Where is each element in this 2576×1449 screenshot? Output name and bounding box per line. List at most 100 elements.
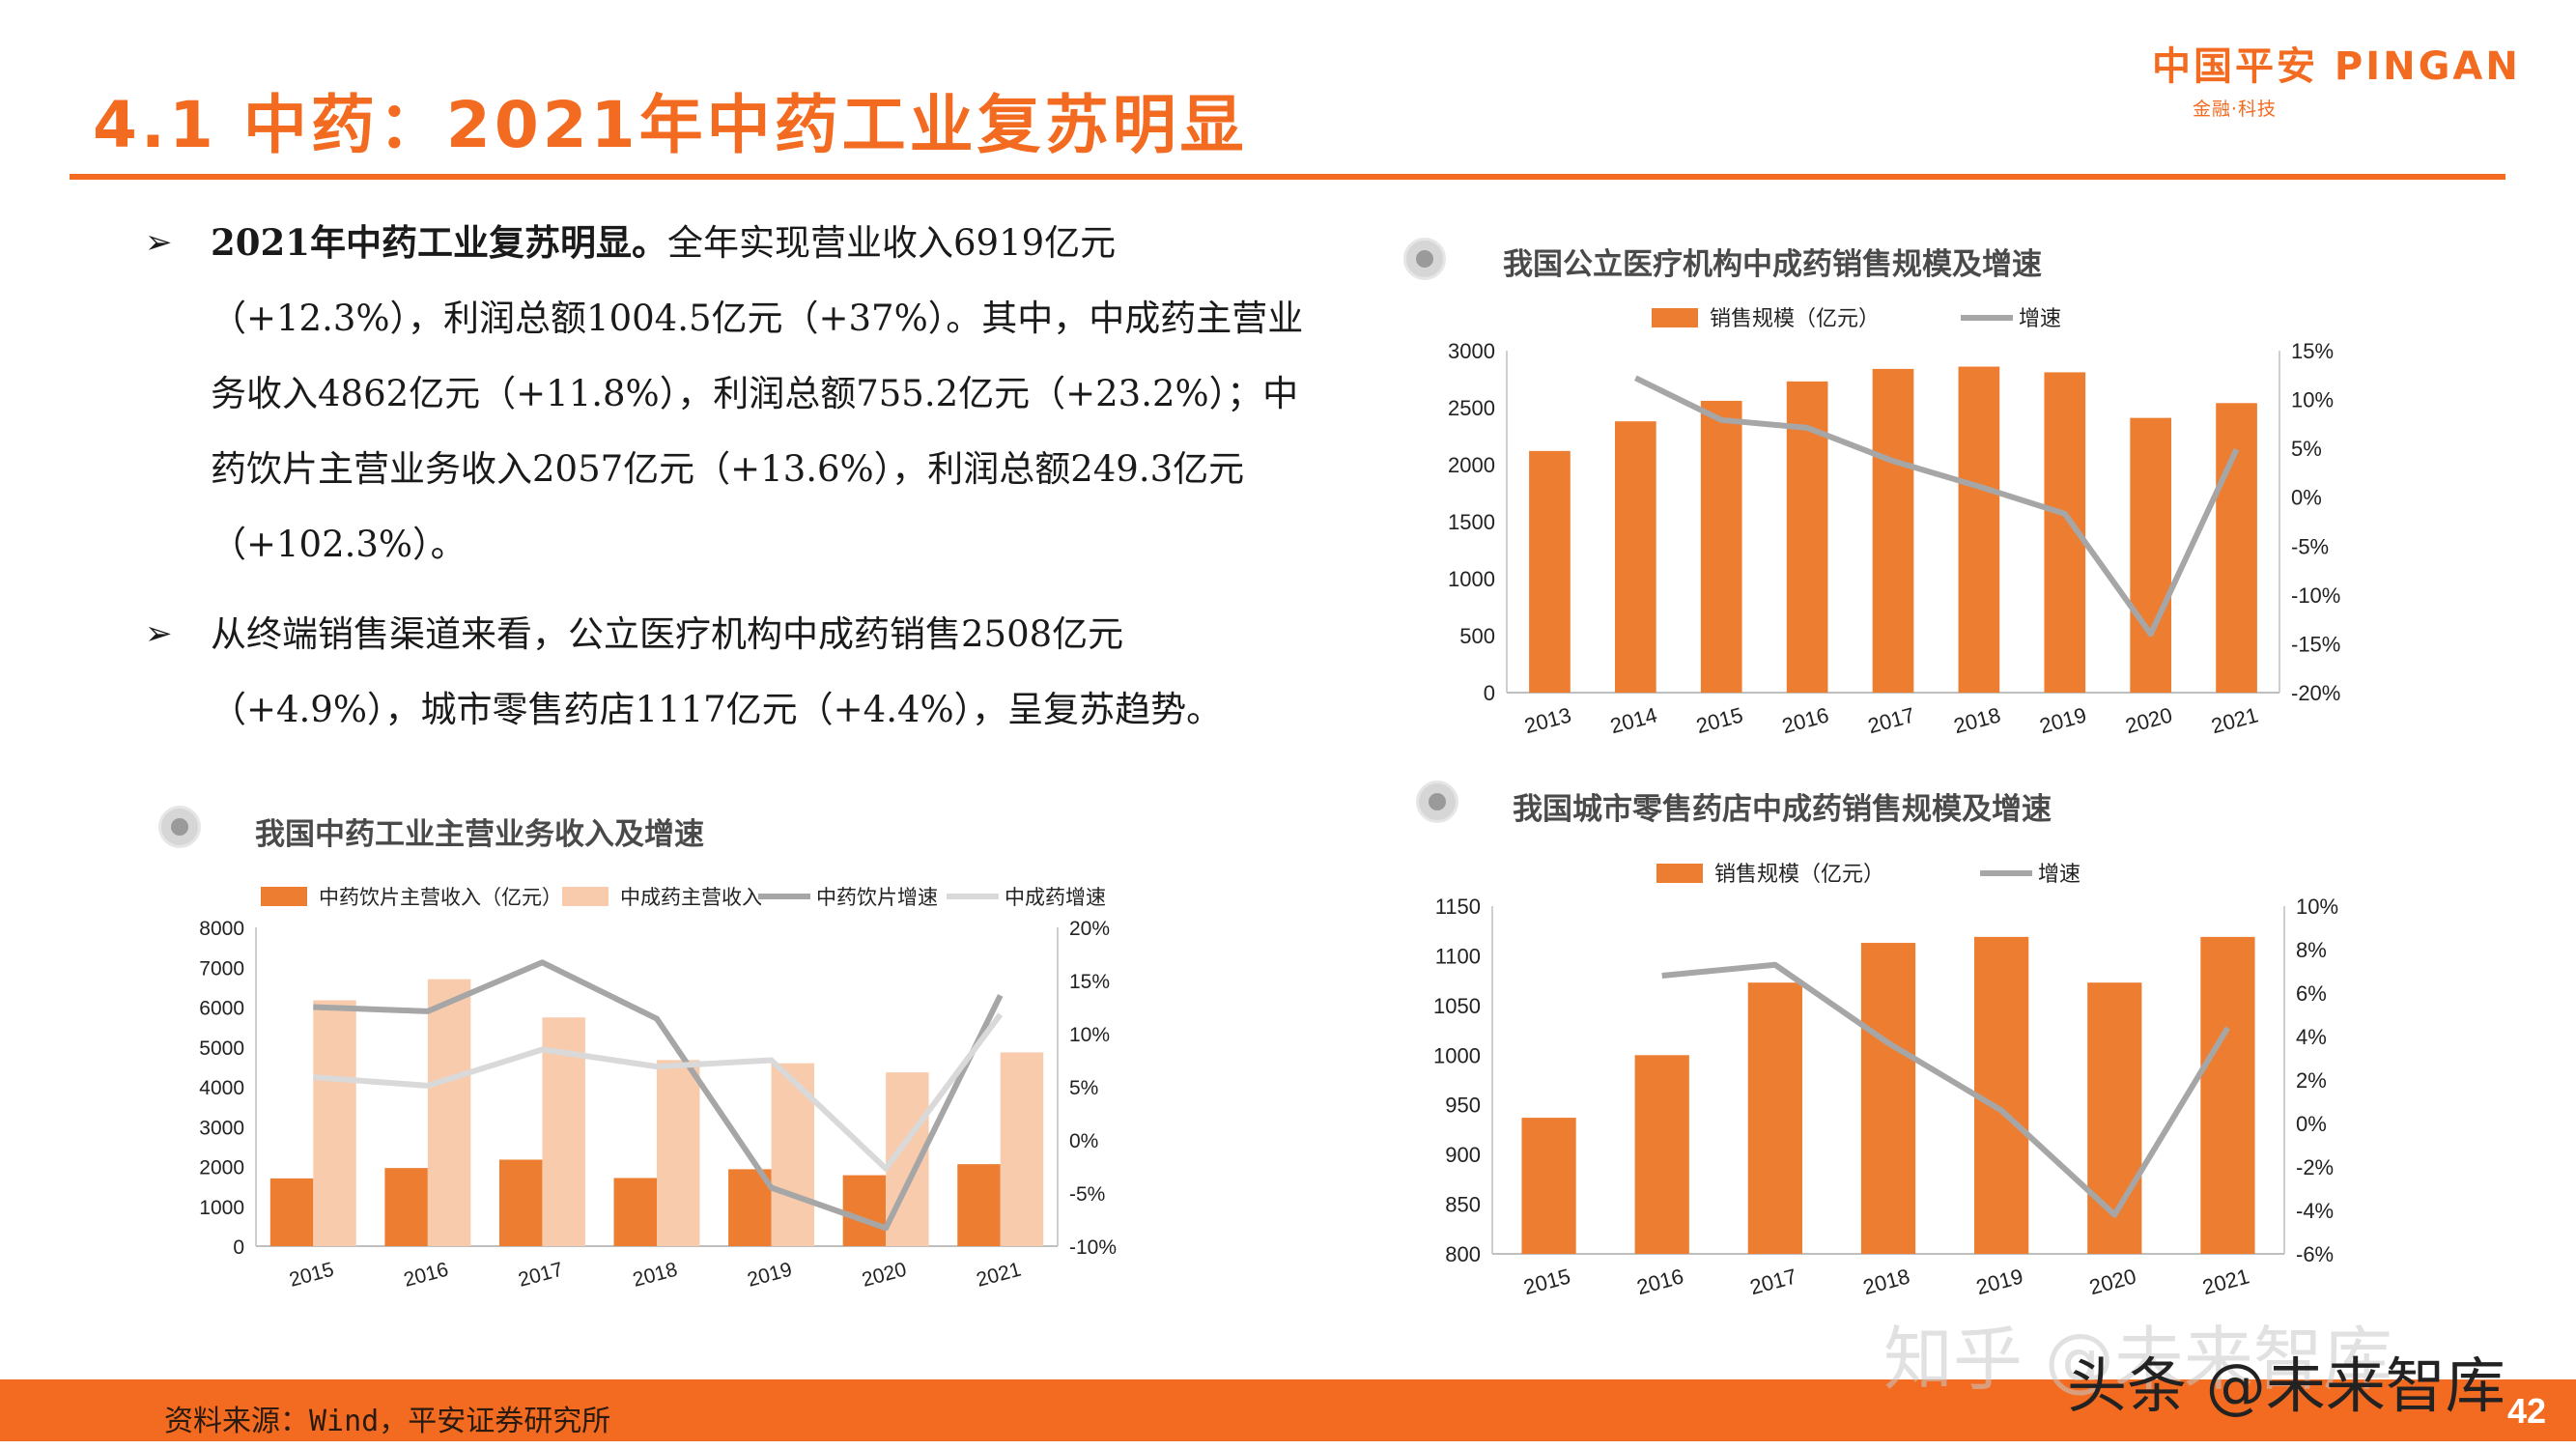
x-tick-label: 2019 <box>745 1259 794 1292</box>
bar <box>1521 1118 1576 1254</box>
y-tick-label: 850 <box>1445 1193 1481 1217</box>
bar <box>957 1164 1001 1246</box>
y-tick-label: 3000 <box>199 1117 244 1139</box>
x-tick-label: 2019 <box>1973 1264 2025 1299</box>
chart-title-icon <box>1403 238 1446 280</box>
y2-tick-label: 15% <box>2291 339 2334 363</box>
y2-tick-label: 2% <box>2296 1068 2327 1093</box>
y2-tick-label: -10% <box>1069 1236 1117 1259</box>
x-tick-label: 2017 <box>1747 1264 1799 1299</box>
y-tick-label: 500 <box>1459 624 1495 648</box>
bullet-item: ➢ 2021年中药工业复苏明显。全年实现营业收入6919亿元（+12.3%），利… <box>145 205 1304 582</box>
x-tick-label: 2015 <box>1693 702 1745 738</box>
y2-tick-label: 15% <box>1069 971 1110 993</box>
legend-label: 中成药主营收入 <box>620 887 762 909</box>
legend-swatch <box>261 887 307 906</box>
y-tick-label: 8000 <box>199 918 244 940</box>
x-tick-label: 2015 <box>1521 1264 1573 1299</box>
x-tick-label: 2018 <box>631 1259 680 1292</box>
y-tick-label: 6000 <box>199 998 244 1020</box>
y-tick-label: 1000 <box>1448 567 1495 591</box>
chart-title-icon <box>1416 781 1458 823</box>
legend-swatch <box>1652 308 1698 327</box>
x-tick-label: 2021 <box>974 1259 1023 1292</box>
bar <box>427 979 471 1246</box>
growth-line <box>1661 961 2230 1218</box>
growth-line <box>1634 375 2240 638</box>
bar <box>842 1175 887 1246</box>
x-tick-label: 2016 <box>402 1259 451 1292</box>
chart-title-industry: 我国中药工业主营业务收入及增速 <box>255 817 704 852</box>
bar <box>1747 982 1802 1254</box>
y-tick-label: 1000 <box>1433 1043 1481 1067</box>
y-tick-label: 3000 <box>1448 339 1495 363</box>
bar <box>1860 943 1916 1254</box>
bar <box>771 1063 815 1246</box>
pingan-logo: 中国平安 PINGAN 金融·科技 <box>2152 35 2548 121</box>
x-tick-label: 2018 <box>1860 1264 1912 1299</box>
y-tick-label: 1000 <box>199 1197 244 1219</box>
legend-label: 中成药增速 <box>1005 887 1106 909</box>
y-tick-label: 2000 <box>199 1157 244 1179</box>
y-tick-label: 0 <box>233 1236 244 1259</box>
x-tick-label: 2016 <box>1779 702 1831 738</box>
x-tick-label: 2014 <box>1608 702 1660 738</box>
y2-tick-label: -4% <box>2296 1199 2334 1223</box>
bar <box>1000 1052 1044 1246</box>
y-tick-label: 900 <box>1445 1143 1481 1167</box>
bar <box>1615 421 1656 693</box>
y2-tick-label: -15% <box>2291 632 2340 656</box>
y2-tick-label: -5% <box>1069 1183 1105 1206</box>
x-tick-label: 2020 <box>860 1259 909 1292</box>
legend-label: 销售规模（亿元） <box>1710 306 1880 330</box>
bar <box>657 1060 700 1246</box>
y-tick-label: 1150 <box>1435 895 1481 919</box>
x-tick-label: 2020 <box>2123 702 2175 738</box>
y-tick-label: 950 <box>1445 1094 1481 1118</box>
title-divider <box>70 174 2505 180</box>
legend-label: 中药饮片主营收入（亿元） <box>319 887 562 909</box>
x-tick-label: 2021 <box>2200 1264 2252 1299</box>
y2-tick-label: 10% <box>2291 388 2334 412</box>
bar <box>1958 366 2000 693</box>
legend-label: 中药饮片增速 <box>816 887 938 909</box>
x-tick-label: 2013 <box>1522 702 1574 738</box>
chart-public-hospital: 0 500 1000 1500 2000 2500 3000 -20% -15% -10% -5% 0… <box>1448 306 2340 738</box>
x-tick-label: 2021 <box>2209 702 2261 738</box>
y2-tick-label: 6% <box>2296 981 2327 1006</box>
legend-swatch <box>1656 864 1703 883</box>
bar <box>384 1168 428 1246</box>
data-source-note: 资料来源：Wind，平安证券研究所 <box>164 1405 611 1438</box>
y2-tick-label: 8% <box>2296 938 2327 962</box>
y-tick-label: 0 <box>1484 681 1495 705</box>
y2-tick-label: 5% <box>1069 1077 1098 1099</box>
x-tick-label: 2018 <box>1951 702 2003 738</box>
y2-tick-label: -5% <box>2291 534 2329 558</box>
bar <box>498 1159 543 1246</box>
y-tick-label: 5000 <box>199 1037 244 1060</box>
bullet-text: 全年实现营业收入6919亿元（+12.3%），利润总额1004.5亿元（+37%… <box>211 222 1304 565</box>
y2-tick-label: 20% <box>1069 918 1110 940</box>
logo-text: 中国平安 PINGAN <box>2152 44 2521 89</box>
x-tick-label: 2017 <box>516 1259 565 1292</box>
bullet-text: 从终端销售渠道来看，公立医疗机构中成药销售2508亿元（+4.9%），城市零售药… <box>211 613 1223 730</box>
y2-tick-label: 0% <box>2296 1112 2327 1136</box>
x-tick-label: 2019 <box>2037 702 2089 738</box>
chart-tcm-industry: 0 1000 2000 3000 4000 5000 6000 7000 8000 -10% -5%… <box>199 887 1117 1292</box>
bar <box>1974 936 2029 1254</box>
legend-swatch <box>562 887 609 906</box>
bar <box>269 1178 314 1246</box>
y-tick-label: 1100 <box>1435 944 1481 968</box>
slide-title: 4.1 中药：2021年中药工业复苏明显 <box>93 88 1248 162</box>
y2-tick-label: -2% <box>2296 1155 2334 1179</box>
bullet-list: ➢ 2021年中药工业复苏明显。全年实现营业收入6919亿元（+12.3%），利… <box>145 205 1304 761</box>
x-tick-label: 2016 <box>1634 1264 1686 1299</box>
y-tick-label: 2500 <box>1448 396 1495 420</box>
x-tick-label: 2020 <box>2086 1264 2138 1299</box>
bar <box>1634 1055 1689 1254</box>
growth-line <box>313 959 1004 1232</box>
bar <box>2130 417 2171 693</box>
x-tick-label: 2015 <box>287 1259 336 1292</box>
y-tick-label: 4000 <box>199 1077 244 1099</box>
x-tick-label: 2017 <box>1865 702 1917 738</box>
